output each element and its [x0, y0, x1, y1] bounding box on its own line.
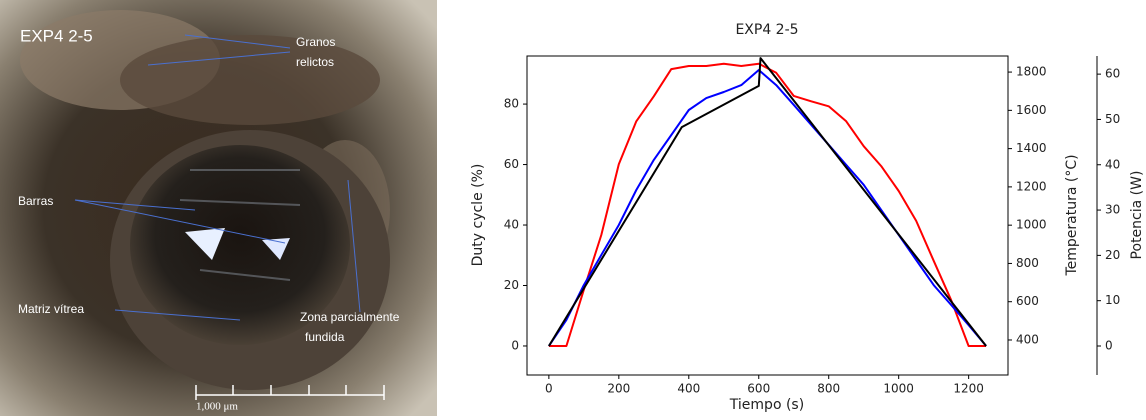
series-line: [548, 57, 987, 347]
series-line: [548, 69, 987, 347]
y-tick-label: 40: [504, 218, 519, 232]
y3-tick-label: 60: [1105, 67, 1120, 81]
photo-label: Granos relictos: [296, 35, 335, 69]
y-tick-label: 80: [504, 97, 519, 111]
y3-tick-label: 0: [1105, 339, 1113, 353]
x-tick-label: 200: [607, 382, 630, 396]
y-tick-label: 60: [504, 157, 519, 171]
chart: EXP4 2-5 Tiempo (s) Duty cycle (%) Tempe…: [470, 22, 1145, 413]
y2-tick-label: 1200: [1016, 179, 1047, 193]
x-tick-label: 1000: [883, 382, 914, 396]
photo: EXP4 2-5 Granos relictos Barras Matriz ví…: [0, 0, 437, 416]
x-axis-label: Tiempo (s): [729, 397, 804, 413]
scale-bar-label: 1,000 μm: [196, 401, 238, 413]
y2-tick-label: 1800: [1016, 65, 1047, 79]
y3-tick-label: 10: [1105, 293, 1120, 307]
photo-label: Barras: [18, 194, 53, 208]
y-tick-label: 20: [504, 278, 519, 292]
y3-tick-label: 20: [1105, 248, 1120, 262]
y3-tick-label: 40: [1105, 157, 1120, 171]
series-line: [548, 62, 987, 347]
y3-tick-label: 30: [1105, 203, 1120, 217]
x-tick-label: 1200: [953, 382, 984, 396]
x-tick-label: 600: [747, 382, 770, 396]
x-tick-label: 400: [677, 382, 700, 396]
photo-label: Matriz vítrea: [18, 302, 84, 316]
plot-frame: [526, 55, 1009, 376]
y2-tick-label: 1400: [1016, 141, 1047, 155]
y2-tick-label: 1000: [1016, 218, 1047, 232]
y3-axis-label: Potencia (W): [1129, 171, 1145, 260]
photo-label: Zona parcialmente fundida: [300, 310, 400, 344]
y-tick-label: 0: [511, 338, 519, 352]
chart-title: EXP4 2-5: [735, 22, 798, 38]
y-axis-label: Duty cycle (%): [470, 164, 486, 267]
y2-tick-label: 1600: [1016, 103, 1047, 117]
x-tick-label: 0: [545, 382, 553, 396]
y2-axis-label: Temperatura (°C): [1064, 154, 1080, 276]
photo-title: EXP4 2-5: [20, 26, 93, 45]
x-tick-label: 800: [817, 382, 840, 396]
y2-tick-label: 800: [1016, 256, 1039, 270]
y2-tick-label: 400: [1016, 332, 1039, 346]
y2-tick-label: 600: [1016, 294, 1039, 308]
y3-tick-label: 50: [1105, 112, 1120, 126]
